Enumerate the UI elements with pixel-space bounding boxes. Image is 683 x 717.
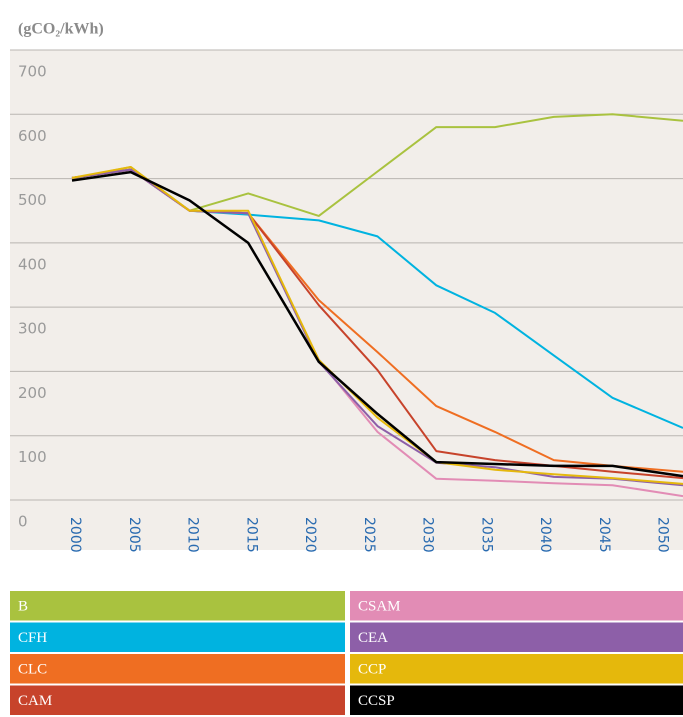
legend-swatch <box>350 622 683 652</box>
x-tick-label: 2015 <box>243 517 259 553</box>
legend-label: CFH <box>18 630 47 646</box>
plot-background <box>10 50 683 550</box>
y-tick-label: 400 <box>18 255 47 273</box>
x-tick-label: 2020 <box>302 517 318 553</box>
y-tick-label: 200 <box>18 384 47 402</box>
legend-swatch <box>350 685 683 715</box>
x-tick-label: 2025 <box>361 517 377 553</box>
legend-label: CAM <box>18 693 52 709</box>
legend-label: CCP <box>358 661 386 677</box>
x-tick-label: 2005 <box>126 517 142 553</box>
legend-swatch <box>10 591 345 621</box>
legend-label: CLC <box>18 661 47 677</box>
legend-swatch <box>10 685 345 715</box>
x-tick-label: 2040 <box>537 517 553 553</box>
series-line <box>71 170 683 478</box>
x-tick-label: 2045 <box>596 517 612 553</box>
legend-label: CSAM <box>358 598 401 614</box>
x-tick-label: 2010 <box>185 517 201 553</box>
x-tick-label: 2050 <box>655 517 671 553</box>
x-tick-label: 2035 <box>478 517 494 553</box>
legend-label: CCSP <box>358 693 395 709</box>
chart-title: (gCO₂/kWh) <box>18 21 104 38</box>
series-line <box>71 166 683 485</box>
y-tick-label: 100 <box>18 448 47 466</box>
legend-label: B <box>18 598 28 614</box>
y-tick-label: 500 <box>18 191 47 209</box>
y-tick-label: 0 <box>18 513 28 531</box>
legend-swatch <box>350 591 683 621</box>
x-tick-label: 2000 <box>67 517 83 553</box>
legend-swatch <box>10 622 345 652</box>
y-tick-label: 700 <box>18 63 47 81</box>
y-tick-label: 300 <box>18 320 47 338</box>
legend-swatch <box>10 654 345 684</box>
legend-label: CEA <box>358 630 388 646</box>
x-tick-label: 2030 <box>420 517 436 553</box>
y-tick-label: 600 <box>18 127 47 145</box>
legend-swatch <box>350 654 683 684</box>
